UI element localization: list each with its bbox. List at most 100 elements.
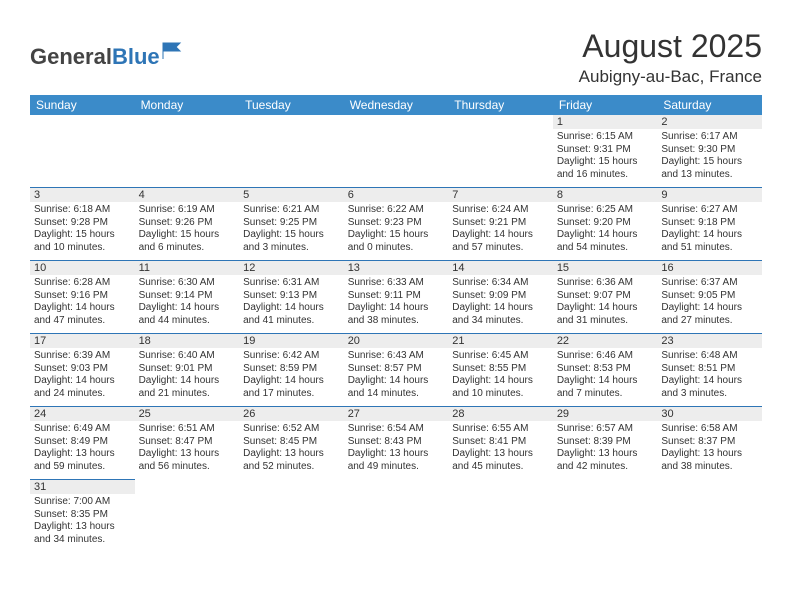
calendar-day-cell	[135, 480, 240, 553]
calendar-day-cell	[448, 480, 553, 553]
calendar-day-cell: 5Sunrise: 6:21 AMSunset: 9:25 PMDaylight…	[239, 188, 344, 261]
calendar-day-cell: 13Sunrise: 6:33 AMSunset: 9:11 PMDayligh…	[344, 261, 449, 334]
weekday-header: Thursday	[448, 95, 553, 115]
calendar-day-cell: 31Sunrise: 7:00 AMSunset: 8:35 PMDayligh…	[30, 480, 135, 553]
day-number: 8	[553, 188, 658, 202]
day-number: 15	[553, 261, 658, 275]
calendar-day-cell	[30, 115, 135, 188]
calendar-day-cell: 21Sunrise: 6:45 AMSunset: 8:55 PMDayligh…	[448, 334, 553, 407]
weekday-header: Monday	[135, 95, 240, 115]
calendar-day-cell: 24Sunrise: 6:49 AMSunset: 8:49 PMDayligh…	[30, 407, 135, 480]
day-number: 28	[448, 407, 553, 421]
day-number: 7	[448, 188, 553, 202]
weekday-header-row: SundayMondayTuesdayWednesdayThursdayFrid…	[30, 95, 762, 115]
calendar-week-row: 17Sunrise: 6:39 AMSunset: 9:03 PMDayligh…	[30, 334, 762, 407]
calendar-day-cell: 30Sunrise: 6:58 AMSunset: 8:37 PMDayligh…	[657, 407, 762, 480]
day-info: Sunrise: 6:28 AMSunset: 9:16 PMDaylight:…	[30, 275, 135, 331]
flag-icon	[162, 42, 184, 60]
calendar-week-row: 10Sunrise: 6:28 AMSunset: 9:16 PMDayligh…	[30, 261, 762, 334]
weekday-header: Friday	[553, 95, 658, 115]
day-info: Sunrise: 6:51 AMSunset: 8:47 PMDaylight:…	[135, 421, 240, 477]
calendar-table: SundayMondayTuesdayWednesdayThursdayFrid…	[30, 95, 762, 552]
calendar-day-cell: 7Sunrise: 6:24 AMSunset: 9:21 PMDaylight…	[448, 188, 553, 261]
day-number: 14	[448, 261, 553, 275]
empty-day	[135, 480, 240, 494]
logo-text-1: General	[30, 44, 112, 70]
day-info: Sunrise: 6:31 AMSunset: 9:13 PMDaylight:…	[239, 275, 344, 331]
day-number: 31	[30, 480, 135, 494]
weekday-header: Sunday	[30, 95, 135, 115]
day-number: 24	[30, 407, 135, 421]
header: GeneralBlue August 2025 Aubigny-au-Bac, …	[30, 28, 762, 87]
empty-day	[344, 115, 449, 129]
day-info: Sunrise: 6:33 AMSunset: 9:11 PMDaylight:…	[344, 275, 449, 331]
day-number: 25	[135, 407, 240, 421]
day-number: 11	[135, 261, 240, 275]
calendar-day-cell: 11Sunrise: 6:30 AMSunset: 9:14 PMDayligh…	[135, 261, 240, 334]
day-number: 21	[448, 334, 553, 348]
day-info: Sunrise: 6:27 AMSunset: 9:18 PMDaylight:…	[657, 202, 762, 258]
calendar-day-cell	[448, 115, 553, 188]
day-number: 18	[135, 334, 240, 348]
day-number: 4	[135, 188, 240, 202]
calendar-week-row: 3Sunrise: 6:18 AMSunset: 9:28 PMDaylight…	[30, 188, 762, 261]
day-number: 22	[553, 334, 658, 348]
day-number: 5	[239, 188, 344, 202]
calendar-day-cell: 15Sunrise: 6:36 AMSunset: 9:07 PMDayligh…	[553, 261, 658, 334]
calendar-day-cell	[239, 115, 344, 188]
calendar-day-cell	[553, 480, 658, 553]
day-info: Sunrise: 6:58 AMSunset: 8:37 PMDaylight:…	[657, 421, 762, 477]
calendar-day-cell: 28Sunrise: 6:55 AMSunset: 8:41 PMDayligh…	[448, 407, 553, 480]
calendar-body: 1Sunrise: 6:15 AMSunset: 9:31 PMDaylight…	[30, 115, 762, 552]
calendar-week-row: 1Sunrise: 6:15 AMSunset: 9:31 PMDaylight…	[30, 115, 762, 188]
calendar-day-cell: 26Sunrise: 6:52 AMSunset: 8:45 PMDayligh…	[239, 407, 344, 480]
day-number: 6	[344, 188, 449, 202]
day-number: 9	[657, 188, 762, 202]
title-block: August 2025 Aubigny-au-Bac, France	[579, 28, 762, 87]
month-title: August 2025	[579, 28, 762, 65]
day-number: 16	[657, 261, 762, 275]
day-number: 26	[239, 407, 344, 421]
calendar-day-cell: 6Sunrise: 6:22 AMSunset: 9:23 PMDaylight…	[344, 188, 449, 261]
calendar-day-cell	[344, 115, 449, 188]
day-info: Sunrise: 7:00 AMSunset: 8:35 PMDaylight:…	[30, 494, 135, 550]
day-number: 19	[239, 334, 344, 348]
day-info: Sunrise: 6:25 AMSunset: 9:20 PMDaylight:…	[553, 202, 658, 258]
day-number: 23	[657, 334, 762, 348]
calendar-day-cell: 18Sunrise: 6:40 AMSunset: 9:01 PMDayligh…	[135, 334, 240, 407]
calendar-week-row: 24Sunrise: 6:49 AMSunset: 8:49 PMDayligh…	[30, 407, 762, 480]
empty-day	[239, 115, 344, 129]
calendar-day-cell	[657, 480, 762, 553]
calendar-day-cell: 4Sunrise: 6:19 AMSunset: 9:26 PMDaylight…	[135, 188, 240, 261]
calendar-day-cell: 12Sunrise: 6:31 AMSunset: 9:13 PMDayligh…	[239, 261, 344, 334]
day-info: Sunrise: 6:39 AMSunset: 9:03 PMDaylight:…	[30, 348, 135, 404]
day-number: 2	[657, 115, 762, 129]
calendar-day-cell: 8Sunrise: 6:25 AMSunset: 9:20 PMDaylight…	[553, 188, 658, 261]
day-info: Sunrise: 6:24 AMSunset: 9:21 PMDaylight:…	[448, 202, 553, 258]
day-number: 27	[344, 407, 449, 421]
empty-day	[448, 480, 553, 494]
calendar-day-cell: 2Sunrise: 6:17 AMSunset: 9:30 PMDaylight…	[657, 115, 762, 188]
day-number: 17	[30, 334, 135, 348]
weekday-header: Saturday	[657, 95, 762, 115]
calendar-day-cell: 17Sunrise: 6:39 AMSunset: 9:03 PMDayligh…	[30, 334, 135, 407]
day-number: 29	[553, 407, 658, 421]
day-info: Sunrise: 6:49 AMSunset: 8:49 PMDaylight:…	[30, 421, 135, 477]
calendar-week-row: 31Sunrise: 7:00 AMSunset: 8:35 PMDayligh…	[30, 480, 762, 553]
calendar-day-cell: 20Sunrise: 6:43 AMSunset: 8:57 PMDayligh…	[344, 334, 449, 407]
calendar-day-cell: 1Sunrise: 6:15 AMSunset: 9:31 PMDaylight…	[553, 115, 658, 188]
day-info: Sunrise: 6:18 AMSunset: 9:28 PMDaylight:…	[30, 202, 135, 258]
empty-day	[30, 115, 135, 129]
day-info: Sunrise: 6:15 AMSunset: 9:31 PMDaylight:…	[553, 129, 658, 185]
day-info: Sunrise: 6:55 AMSunset: 8:41 PMDaylight:…	[448, 421, 553, 477]
calendar-day-cell: 10Sunrise: 6:28 AMSunset: 9:16 PMDayligh…	[30, 261, 135, 334]
empty-day	[239, 480, 344, 494]
day-info: Sunrise: 6:17 AMSunset: 9:30 PMDaylight:…	[657, 129, 762, 185]
empty-day	[135, 115, 240, 129]
day-info: Sunrise: 6:45 AMSunset: 8:55 PMDaylight:…	[448, 348, 553, 404]
day-info: Sunrise: 6:37 AMSunset: 9:05 PMDaylight:…	[657, 275, 762, 331]
empty-day	[553, 480, 658, 494]
day-info: Sunrise: 6:42 AMSunset: 8:59 PMDaylight:…	[239, 348, 344, 404]
location: Aubigny-au-Bac, France	[579, 67, 762, 87]
calendar-day-cell	[135, 115, 240, 188]
